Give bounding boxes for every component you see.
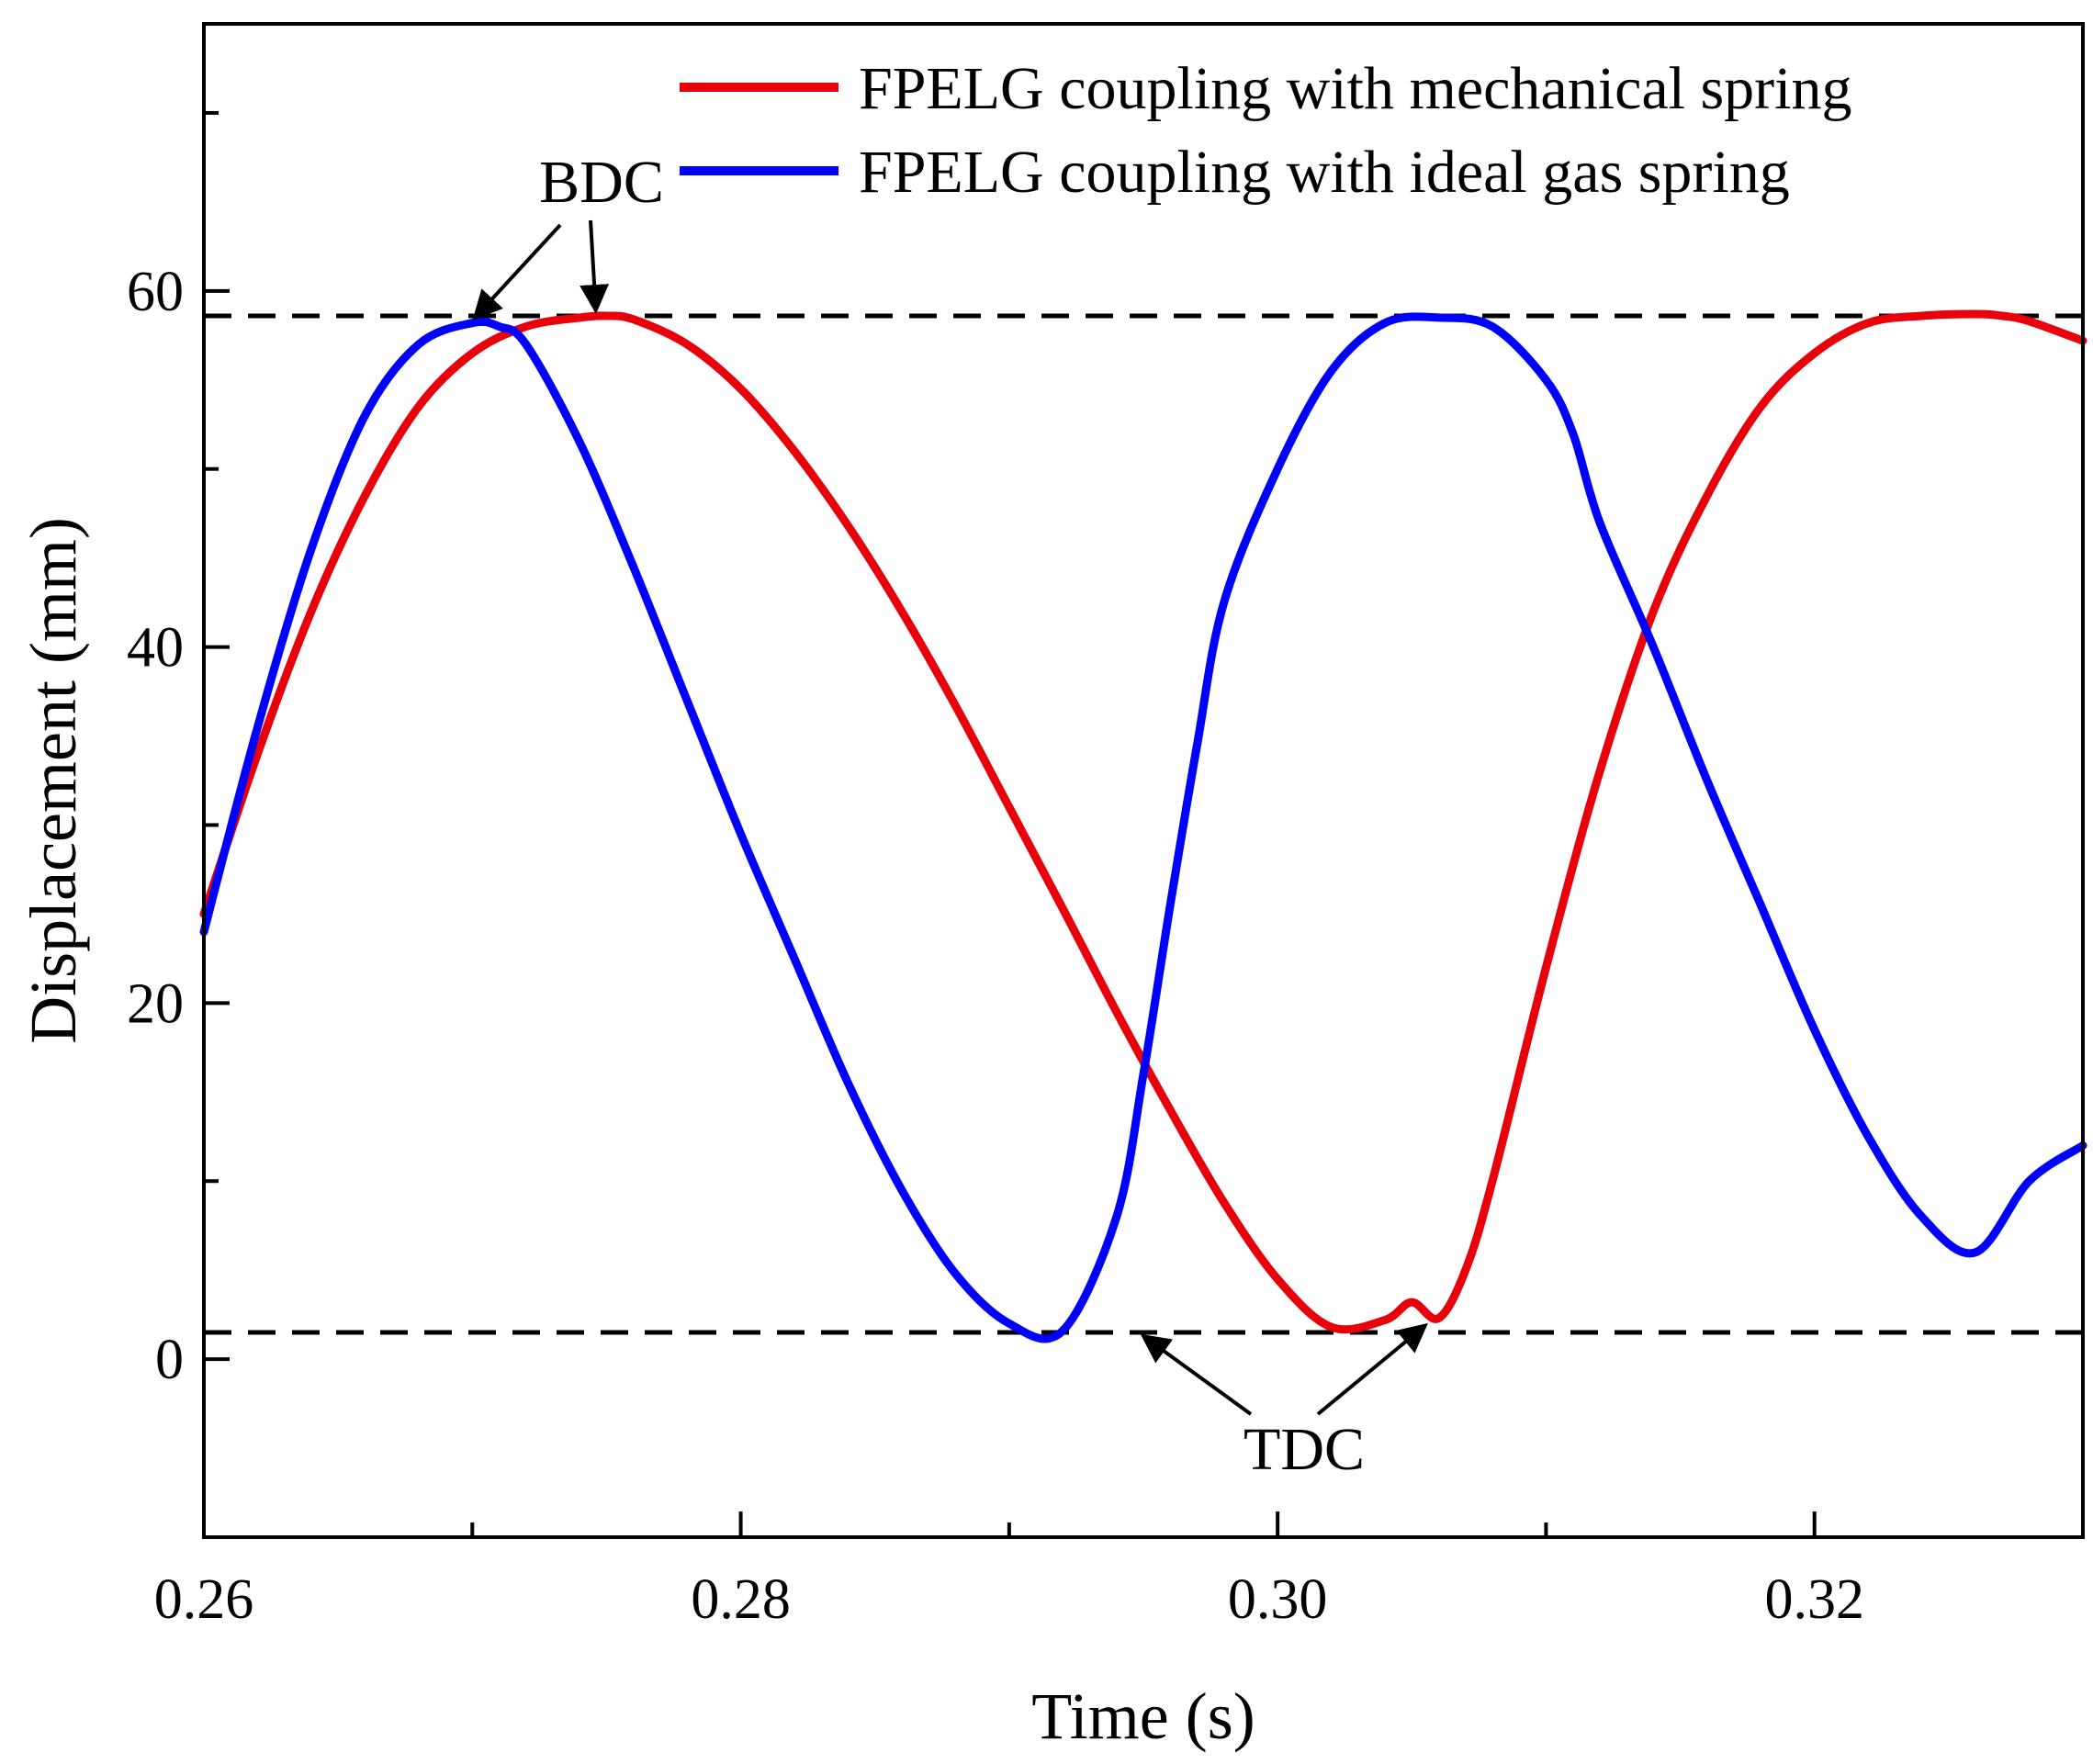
y-tick-label: 60: [127, 261, 184, 323]
annotation-tdc-arrow: [1140, 1333, 1253, 1416]
y-tick-label: 0: [155, 1329, 184, 1391]
x-tick-label: 0.28: [691, 1568, 791, 1631]
series-line-ideal-gas-spring: [199, 312, 2087, 1343]
annotation-bdc-label: BDC: [539, 149, 664, 216]
y-tick-label: 20: [127, 972, 184, 1035]
legend: FPELG coupling with mechanical spring FP…: [680, 55, 1852, 206]
annotation-tdc-arrow: [1316, 1322, 1428, 1416]
ticks-layer: [202, 110, 1817, 1537]
x-tick-label: 0.32: [1764, 1568, 1864, 1631]
legend-label-ideal-gas: FPELG coupling with ideal gas spring: [859, 139, 1790, 206]
tick-labels-layer: 0.26 0.28 0.30 0.32 0 20 40 60: [127, 261, 1864, 1631]
annotations-layer: BDC TDC: [472, 149, 1428, 1483]
legend-label-mechanical: FPELG coupling with mechanical spring: [859, 55, 1852, 122]
y-axis-title: Displacement (mm): [17, 517, 90, 1044]
x-axis-title: Time (s): [1031, 1680, 1255, 1753]
plot-frame: [202, 22, 2085, 1539]
annotation-tdc-label: TDC: [1243, 1416, 1365, 1483]
y-tick-label: 40: [127, 617, 184, 680]
reference-lines: [204, 313, 2083, 1335]
x-tick-label: 0.26: [154, 1568, 254, 1631]
annotation-bdc-arrow: [472, 223, 562, 320]
x-tick-label: 0.30: [1228, 1568, 1328, 1631]
series-layer: [199, 309, 2087, 1343]
series-line-mechanical-spring: [199, 309, 2087, 1334]
annotation-bdc-arrow: [580, 219, 610, 314]
